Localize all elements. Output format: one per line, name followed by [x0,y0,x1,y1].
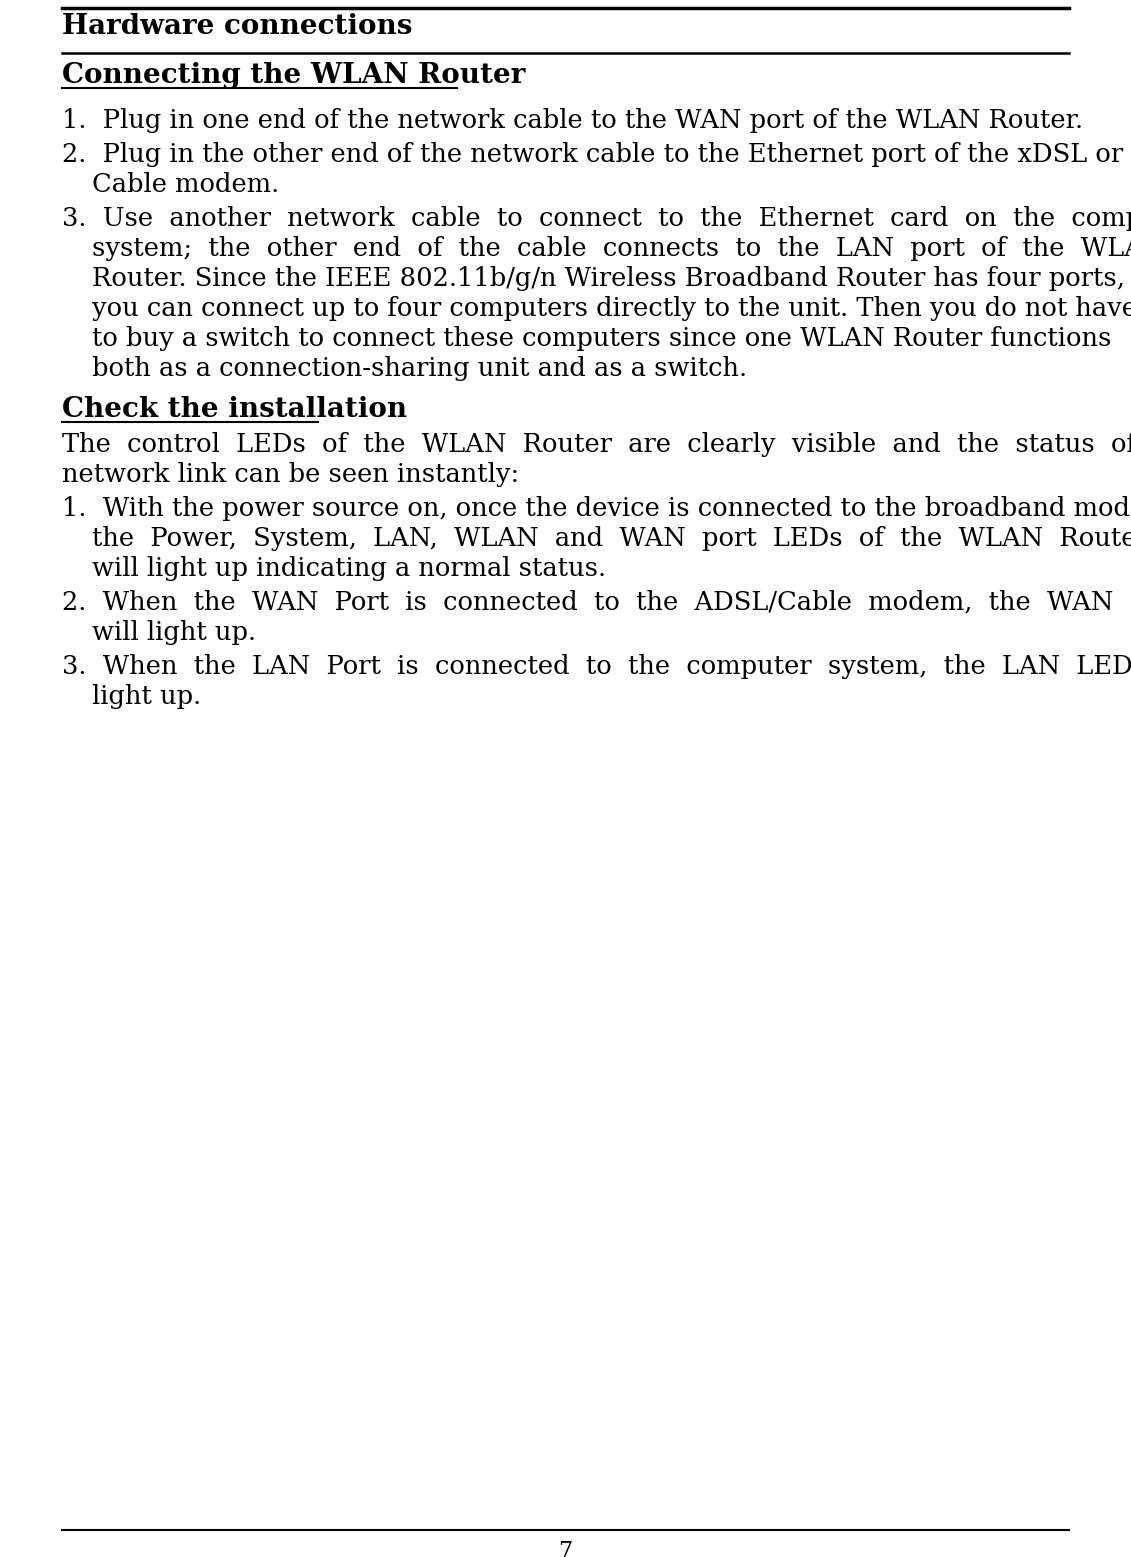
Text: Connecting the WLAN Router: Connecting the WLAN Router [62,62,526,89]
Text: both as a connection-sharing unit and as a switch.: both as a connection-sharing unit and as… [92,357,748,381]
Text: the  Power,  System,  LAN,  WLAN  and  WAN  port  LEDs  of  the  WLAN  Router: the Power, System, LAN, WLAN and WAN por… [92,526,1131,551]
Text: to buy a switch to connect these computers since one WLAN Router functions: to buy a switch to connect these compute… [92,325,1112,350]
Text: 1.  With the power source on, once the device is connected to the broadband mode: 1. With the power source on, once the de… [62,497,1131,522]
Text: Cable modem.: Cable modem. [92,171,279,198]
Text: you can connect up to four computers directly to the unit. Then you do not have: you can connect up to four computers dir… [92,296,1131,321]
Text: light up.: light up. [92,684,201,708]
Text: Check the installation: Check the installation [62,395,407,424]
Text: 3.  Use  another  network  cable  to  connect  to  the  Ethernet  card  on  the : 3. Use another network cable to connect … [62,206,1131,230]
Text: system;  the  other  end  of  the  cable  connects  to  the  LAN  port  of  the : system; the other end of the cable conne… [92,237,1131,262]
Text: will light up.: will light up. [92,620,256,645]
Text: will light up indicating a normal status.: will light up indicating a normal status… [92,556,606,581]
Text: 1.  Plug in one end of the network cable to the WAN port of the WLAN Router.: 1. Plug in one end of the network cable … [62,107,1083,132]
Text: network link can be seen instantly:: network link can be seen instantly: [62,462,519,487]
Text: Router. Since the IEEE 802.11b/g/n Wireless Broadband Router has four ports,: Router. Since the IEEE 802.11b/g/n Wirel… [92,266,1125,291]
Text: 7: 7 [559,1540,572,1557]
Text: 2.  When  the  WAN  Port  is  connected  to  the  ADSL/Cable  modem,  the  WAN  : 2. When the WAN Port is connected to the… [62,590,1131,615]
Text: The  control  LEDs  of  the  WLAN  Router  are  clearly  visible  and  the  stat: The control LEDs of the WLAN Router are … [62,431,1131,458]
Text: 3.  When  the  LAN  Port  is  connected  to  the  computer  system,  the  LAN  L: 3. When the LAN Port is connected to the… [62,654,1131,679]
Text: 2.  Plug in the other end of the network cable to the Ethernet port of the xDSL : 2. Plug in the other end of the network … [62,142,1123,167]
Text: Hardware connections: Hardware connections [62,12,413,40]
